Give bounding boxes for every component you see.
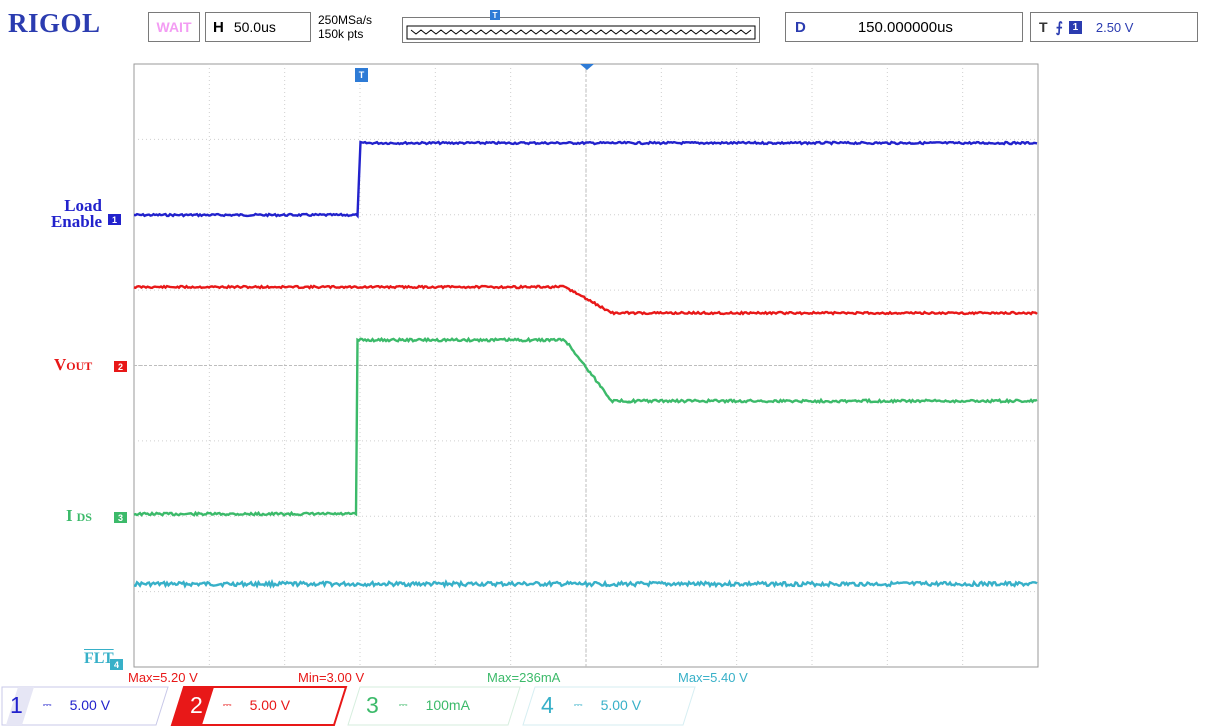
ch4-number: 4	[541, 691, 554, 718]
ch4-label: FLT	[84, 650, 114, 667]
measurement-ch1-max: Max=5.20 V	[128, 670, 198, 685]
ch2-label-sub: OUT	[66, 359, 93, 373]
trace-load-enable	[133, 140, 1038, 219]
ch2-offset-marker-icon[interactable]: 2	[114, 361, 127, 372]
run-status-badge[interactable]: WAIT	[148, 12, 200, 42]
dc-coupling-icon: ⎓	[573, 698, 583, 711]
sample-rate: 250MSa/s	[318, 13, 373, 27]
ch1-label: Load Enable	[30, 196, 102, 230]
ch1-label-line2: Enable	[50, 212, 102, 231]
measurement-ch4-max: Max=5.40 V	[678, 670, 748, 685]
trigger-position-arrow-icon	[580, 64, 594, 70]
ch2-scale: 5.00 V	[249, 697, 291, 713]
dc-coupling-icon: ⎓	[42, 698, 52, 711]
ch2-number: 2	[190, 691, 203, 718]
memory-depth: 150k pts	[318, 27, 364, 41]
measurement-ch2-min: Min=3.00 V	[298, 670, 365, 685]
ch1-scale: 5.00 V	[69, 697, 111, 713]
trigger-source-badge: 1	[1068, 20, 1082, 34]
delay-value: 150.000000us	[857, 18, 953, 36]
ch3-label: I DS	[66, 506, 92, 526]
ch4-offset-marker-icon[interactable]: 4	[110, 659, 123, 670]
top-status-bar: RIGOL WAIT H 50.0us 250MSa/s 150k pts T …	[0, 0, 1205, 46]
channel-bar: 1 ⎓ 5.00 V 2 ⎓ 5.00 V 3 ⎓ 100mA 4 ⎓ 5.00…	[0, 683, 1205, 728]
ch3-label-sub: DS	[76, 510, 92, 524]
ch1-label-line1: Load	[64, 196, 102, 215]
trigger-level: 2.50 V	[1095, 19, 1134, 35]
brand-logo: RIGOL	[8, 8, 101, 38]
ch4-scale: 5.00 V	[600, 697, 642, 713]
waveform-traces	[133, 140, 1038, 590]
rising-edge-icon: ⨍	[1055, 18, 1063, 35]
memory-trigger-marker-icon: T	[490, 10, 500, 20]
memory-map[interactable]: T	[402, 10, 760, 43]
ch1-button[interactable]: 1 ⎓ 5.00 V	[10, 687, 110, 723]
ch3-offset-marker-icon[interactable]: 3	[114, 512, 127, 523]
delay-box[interactable]: D 150.000000us	[785, 12, 1023, 42]
delay-key: D	[795, 18, 806, 36]
trace-ids	[133, 336, 1038, 517]
timebase-box[interactable]: H 50.0us	[205, 12, 311, 42]
channel-tab-shapes	[1, 686, 696, 726]
trigger-key: T	[1039, 19, 1048, 35]
trace-vout	[133, 284, 1038, 316]
ch3-scale: 100mA	[425, 697, 470, 713]
timebase-key: H	[213, 18, 224, 36]
trigger-box[interactable]: T ⨍ 1 2.50 V	[1030, 12, 1198, 42]
ch3-number: 3	[366, 691, 379, 718]
ch2-label: VOUT	[54, 355, 92, 375]
ch3-label-main: I	[66, 506, 73, 525]
memory-waveform-icon	[406, 25, 756, 40]
dc-coupling-icon: ⎓	[222, 698, 232, 711]
ch4-button[interactable]: 4 ⎓ 5.00 V	[541, 687, 641, 723]
acquisition-info: 250MSa/s 150k pts	[318, 13, 372, 41]
measurement-ch3-max: Max=236mA	[487, 670, 561, 685]
ch1-number: 1	[10, 691, 23, 718]
trigger-time-marker-icon[interactable]: T	[355, 68, 368, 82]
ch2-button[interactable]: 2 ⎓ 5.00 V	[190, 687, 290, 723]
dc-coupling-icon: ⎓	[398, 698, 408, 711]
trace-flt	[133, 578, 1038, 590]
timebase-value: 50.0us	[233, 19, 276, 35]
ch3-button[interactable]: 3 ⎓ 100mA	[366, 687, 470, 723]
ch2-label-main: V	[54, 355, 67, 374]
ch1-offset-marker-icon[interactable]: 1	[108, 214, 121, 225]
